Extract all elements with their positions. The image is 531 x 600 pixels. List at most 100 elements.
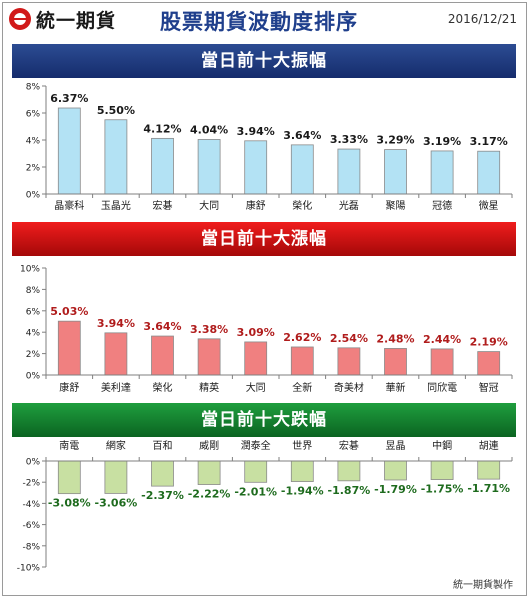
bar	[290, 346, 314, 376]
bar	[57, 107, 81, 195]
category-label: 南電	[59, 439, 79, 452]
bar	[244, 460, 268, 483]
bar-value-label: -2.22%	[188, 488, 231, 501]
page-title: 股票期貨波動度排序	[160, 10, 358, 34]
category-label: 晶豪科	[54, 199, 84, 212]
bar	[151, 460, 174, 487]
category-label: 世界	[292, 440, 312, 452]
bar	[384, 348, 407, 376]
report-date: 2016/12/21	[447, 12, 517, 26]
bar	[151, 335, 174, 376]
bar	[477, 351, 501, 376]
y-tick-label: 8%	[26, 286, 41, 296]
bar-value-label: 3.19%	[423, 135, 461, 148]
bar-value-label: 2.44%	[423, 333, 461, 346]
bar-value-label: -3.06%	[95, 496, 138, 509]
category-label: 奇美材	[334, 381, 364, 394]
y-tick-label: 6%	[26, 307, 41, 317]
bar-value-label: -1.94%	[281, 485, 324, 498]
losers-bar-chart: 0% -2% -4% -6% -8% -10% -3.08% 南電 -3.06% 網家 -2.37%…	[17, 439, 513, 574]
brand-name: 統一期貨	[36, 10, 117, 32]
category-label: 美利達	[101, 381, 131, 394]
bar	[197, 139, 221, 195]
bar-value-label: -2.01%	[234, 485, 277, 498]
category-label: 榮化	[153, 381, 173, 394]
category-label: 中鋼	[432, 439, 452, 452]
category-label: 昱晶	[386, 440, 406, 452]
amplitude-bar-chart: 0% 2% 4% 6% 8% 6.37% 晶豪科 5.50% 玉晶光 4.12% 宏碁 4.04% 大同…	[26, 83, 513, 212]
category-label: 百和	[153, 440, 173, 452]
category-label: 精英	[199, 381, 219, 394]
bar-value-label: 5.03%	[50, 305, 88, 318]
category-label: 同欣電	[427, 381, 457, 394]
bar-value-label: 3.64%	[143, 320, 181, 333]
category-label: 全新	[292, 381, 312, 394]
y-tick-label: -8%	[22, 542, 40, 552]
bar-value-label: 6.37%	[50, 92, 88, 105]
bar-value-label: 2.62%	[283, 331, 321, 344]
gainers-bar-chart: 0% 2% 4% 6% 8% 10% 5.03% 康舒 3.94% 美利達 3.64% 榮化 3.38%…	[20, 265, 513, 394]
category-label: 宏碁	[339, 439, 359, 452]
y-tick-label: 4%	[26, 329, 41, 339]
category-label: 大同	[199, 199, 219, 212]
category-label: 光磊	[339, 199, 359, 212]
category-label: 玉晶光	[101, 199, 131, 212]
bar-value-label: -2.37%	[141, 489, 184, 502]
y-tick-label: -10%	[17, 564, 41, 574]
bar-value-label: 3.94%	[237, 125, 275, 138]
bar	[430, 460, 454, 480]
bar-value-label: 2.48%	[376, 332, 414, 345]
y-tick-label: 4%	[26, 137, 41, 147]
y-tick-label: -2%	[22, 479, 40, 489]
bar-value-label: 2.54%	[330, 332, 368, 345]
amplitude-chart-title: 當日前十大振幅	[12, 44, 516, 78]
bar	[151, 137, 174, 195]
footer-credit: 統一期貨製作	[453, 580, 513, 591]
y-tick-label: 2%	[26, 164, 41, 174]
y-tick-label: -4%	[22, 500, 40, 510]
category-label: 冠德	[432, 199, 452, 212]
bar	[290, 460, 314, 482]
bar	[337, 460, 361, 482]
bar	[477, 150, 501, 195]
y-tick-label: 0%	[26, 458, 41, 468]
bar	[244, 140, 268, 195]
y-tick-label: 0%	[26, 372, 41, 382]
bar-value-label: -1.71%	[467, 482, 510, 495]
bar	[477, 460, 501, 480]
category-label: 胡連	[479, 439, 499, 452]
brand-logo-icon	[9, 8, 31, 30]
bar-value-label: 4.04%	[190, 123, 228, 136]
category-label: 潤泰全	[241, 439, 271, 452]
y-tick-label: -6%	[22, 521, 40, 531]
bar-value-label: 2.19%	[470, 336, 508, 349]
bar-value-label: 3.33%	[330, 133, 368, 146]
y-tick-label: 2%	[26, 350, 41, 360]
gainers-chart-title: 當日前十大漲幅	[12, 222, 516, 256]
bar	[290, 144, 314, 195]
bar-value-label: -3.08%	[48, 497, 91, 510]
y-tick-label: 6%	[26, 110, 41, 120]
category-label: 智冠	[479, 381, 499, 394]
category-label: 康舒	[246, 199, 266, 212]
bar-value-label: 3.94%	[97, 317, 135, 330]
bar	[384, 149, 407, 195]
category-label: 微星	[479, 199, 499, 212]
bar-value-label: 4.12%	[143, 122, 181, 135]
category-label: 威剛	[199, 439, 219, 452]
report-header: 統一期貨 股票期貨波動度排序 2016/12/21	[0, 0, 531, 38]
y-tick-label: 0%	[26, 191, 41, 201]
bar-value-label: 3.64%	[283, 129, 321, 142]
category-label: 宏碁	[153, 199, 173, 212]
category-label: 康舒	[59, 381, 79, 394]
bar	[197, 338, 221, 376]
category-label: 大同	[246, 381, 266, 394]
y-tick-label: 8%	[26, 83, 41, 93]
bar-value-label: 3.38%	[190, 323, 228, 336]
bar	[104, 119, 128, 195]
y-tick-label: 10%	[20, 265, 40, 275]
bar-value-label: 3.29%	[376, 134, 414, 147]
bar	[430, 348, 454, 376]
bar-value-label: 3.17%	[470, 135, 508, 148]
bar	[337, 347, 361, 376]
